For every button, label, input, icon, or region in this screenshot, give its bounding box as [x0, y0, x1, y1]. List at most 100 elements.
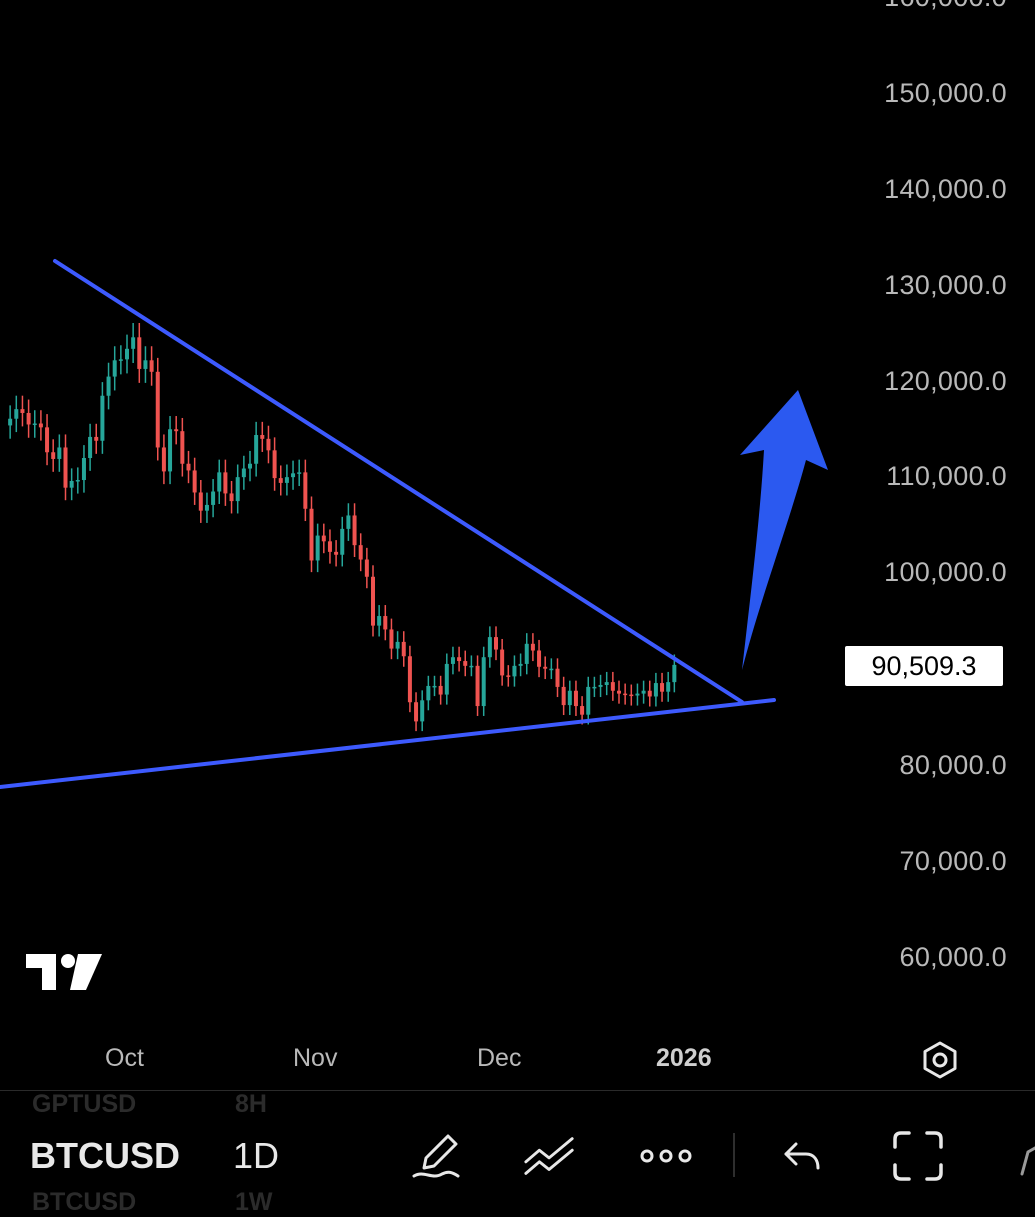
overflow-tool-button[interactable]	[1008, 1128, 1035, 1184]
candle	[383, 616, 388, 630]
candle	[549, 668, 554, 671]
candle	[512, 665, 517, 677]
candle	[364, 559, 369, 577]
chart-area[interactable]: 160,000.0 150,000.0 140,000.0 130,000.0 …	[0, 0, 1035, 1090]
candle	[653, 683, 658, 697]
candle	[94, 436, 99, 441]
price-axis-label: 60,000.0	[899, 942, 1007, 972]
candle	[315, 535, 320, 561]
candle	[186, 463, 191, 471]
candle	[647, 690, 652, 697]
price-axis-label: 120,000.0	[884, 366, 1007, 396]
candle	[106, 376, 111, 396]
candle	[666, 682, 671, 692]
candle	[278, 478, 283, 483]
candle	[340, 528, 345, 555]
candle	[617, 690, 621, 694]
candle	[573, 690, 578, 707]
price-axis-label: 70,000.0	[899, 846, 1007, 876]
settings-hexagon-icon	[923, 1041, 957, 1079]
ghost-interval-below: 1W	[235, 1188, 273, 1216]
candle	[352, 515, 357, 546]
candle	[450, 657, 455, 664]
candle	[63, 447, 68, 488]
candles-group	[8, 322, 677, 732]
candle	[81, 457, 86, 481]
price-axis-label: 160,000.0	[884, 0, 1007, 13]
interval-picker[interactable]: 1D	[233, 1135, 280, 1176]
candle	[45, 427, 50, 453]
candle	[444, 663, 449, 695]
trend-lines-icon	[524, 1137, 574, 1175]
undo-button[interactable]	[774, 1128, 830, 1184]
candle	[297, 472, 302, 474]
candle	[580, 706, 585, 715]
price-axis-label: 150,000.0	[884, 78, 1007, 108]
candle	[432, 685, 437, 688]
undo-icon	[784, 1142, 820, 1170]
symbol-picker[interactable]: BTCUSD	[30, 1135, 180, 1176]
candle	[321, 535, 326, 542]
candle	[125, 348, 129, 360]
candle	[389, 629, 394, 649]
candle	[51, 452, 56, 459]
candle	[518, 663, 523, 666]
current-price-badge: 90,509.3	[845, 646, 1003, 686]
candle	[660, 683, 665, 692]
candle	[555, 668, 560, 687]
candle	[168, 429, 173, 472]
draw-tool-button[interactable]	[408, 1128, 464, 1184]
candle	[161, 447, 166, 472]
candle	[32, 423, 37, 426]
candle	[457, 657, 462, 662]
ghost-symbol-below: BTCUSD	[32, 1188, 137, 1216]
candle	[481, 657, 486, 707]
candle	[254, 435, 259, 464]
candle	[475, 665, 480, 707]
resistance-trendline[interactable]	[53, 259, 744, 704]
candle	[137, 337, 142, 369]
candle	[672, 664, 677, 683]
candle	[463, 661, 468, 666]
candle	[149, 360, 154, 372]
support-trendline[interactable]	[0, 698, 776, 789]
more-button[interactable]	[638, 1128, 694, 1184]
ghost-symbol-above: GPTUSD	[32, 1090, 137, 1118]
candle	[420, 700, 425, 722]
price-axis-label: 100,000.0	[884, 557, 1007, 587]
candle	[641, 690, 646, 694]
candle	[204, 504, 209, 511]
price-chart[interactable]	[0, 0, 1035, 1090]
candle	[327, 541, 332, 552]
candle	[414, 702, 419, 722]
candle	[598, 684, 603, 687]
candle	[604, 682, 609, 685]
candle	[610, 682, 615, 691]
candle	[303, 472, 308, 509]
candle	[635, 693, 640, 696]
candle	[118, 359, 123, 361]
chart-settings-button[interactable]	[918, 1038, 962, 1082]
fullscreen-icon	[893, 1131, 943, 1181]
breakout-arrow[interactable]	[740, 390, 828, 670]
candle	[426, 685, 431, 701]
time-axis-label: Nov	[293, 1044, 338, 1072]
price-axis-label: 110,000.0	[886, 461, 1007, 491]
toolbar-separator	[733, 1133, 735, 1177]
candle	[131, 337, 136, 349]
candle	[112, 360, 117, 377]
candle	[395, 641, 400, 649]
candle	[377, 616, 382, 626]
fullscreen-button[interactable]	[890, 1128, 946, 1184]
candle	[198, 492, 203, 511]
candle	[543, 666, 548, 669]
candle	[57, 447, 62, 459]
partial-tool-icon	[1020, 1146, 1035, 1176]
candle	[487, 637, 492, 658]
candle	[524, 643, 529, 664]
time-axis-label: Oct	[105, 1044, 144, 1072]
price-axis-label: 130,000.0	[884, 270, 1007, 300]
ghost-interval-above: 8H	[235, 1090, 267, 1118]
trend-line-tool-button[interactable]	[522, 1128, 578, 1184]
candle	[407, 656, 412, 703]
